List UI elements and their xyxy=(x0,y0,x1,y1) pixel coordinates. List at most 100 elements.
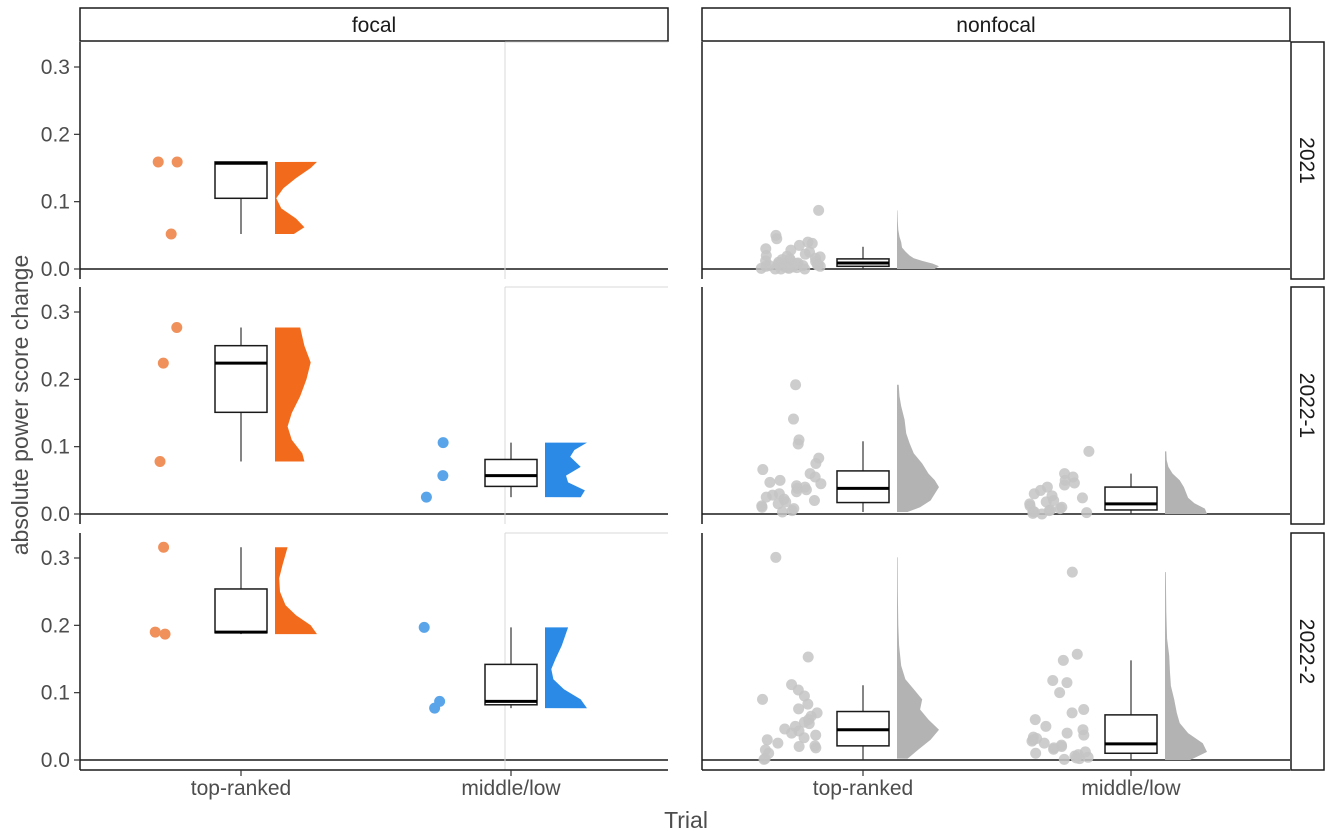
box-iqr xyxy=(214,344,268,414)
data-point xyxy=(771,233,783,245)
density-cloud xyxy=(275,547,317,635)
x-tick-label: top-ranked xyxy=(813,777,913,800)
data-point xyxy=(1081,507,1093,519)
data-point xyxy=(776,506,788,518)
data-point xyxy=(808,495,820,507)
data-point xyxy=(757,464,769,476)
data-point xyxy=(1038,737,1050,749)
data-point xyxy=(772,737,784,749)
data-point xyxy=(790,379,802,391)
data-point xyxy=(158,541,170,553)
data-point xyxy=(774,474,786,486)
data-point xyxy=(1029,714,1041,726)
data-point xyxy=(154,455,166,467)
data-point xyxy=(793,239,805,251)
data-point xyxy=(1083,445,1095,457)
data-point xyxy=(800,484,812,496)
density-cloud xyxy=(275,161,317,234)
data-point xyxy=(756,501,768,513)
data-point xyxy=(810,458,822,469)
data-point xyxy=(1054,503,1066,515)
data-point xyxy=(798,732,810,744)
data-point xyxy=(764,476,776,488)
data-point xyxy=(1054,687,1066,699)
y-tick-label: 0.0 xyxy=(41,749,70,772)
data-point xyxy=(1068,477,1080,489)
data-point xyxy=(1066,707,1078,719)
data-point xyxy=(814,260,826,272)
density-cloud xyxy=(897,384,939,512)
data-point xyxy=(802,698,814,710)
data-point xyxy=(1047,675,1059,687)
box-iqr xyxy=(1104,486,1158,511)
y-tick-label: 0.0 xyxy=(41,258,70,281)
data-point xyxy=(806,237,818,249)
data-point xyxy=(815,478,827,490)
data-point xyxy=(157,357,169,369)
data-point xyxy=(429,702,441,714)
data-point xyxy=(758,753,770,765)
y-tick-label: 0.2 xyxy=(41,614,70,637)
data-point xyxy=(1059,479,1071,491)
data-point xyxy=(1061,677,1073,689)
data-point xyxy=(159,628,171,640)
strip-row-2022-2-box xyxy=(1290,532,1325,771)
x-tick-label: middle/low xyxy=(461,777,561,800)
strip-label-row-2: 2022-2 xyxy=(1295,619,1318,684)
data-point xyxy=(755,262,767,274)
strip-label-nonfocal: nonfocal xyxy=(956,14,1035,37)
data-point xyxy=(799,248,811,260)
data-point xyxy=(1030,747,1042,759)
data-point xyxy=(1066,566,1078,578)
data-point xyxy=(761,734,773,746)
data-point xyxy=(787,413,799,425)
data-point xyxy=(1048,743,1060,755)
box-iqr xyxy=(1104,714,1158,755)
data-point xyxy=(1058,753,1070,765)
data-point xyxy=(1057,654,1069,666)
data-point xyxy=(757,693,769,705)
y-axis-title: absolute power score change xyxy=(7,255,33,555)
data-point xyxy=(1076,492,1088,504)
data-point xyxy=(437,470,449,482)
data-point xyxy=(791,486,803,498)
strip-label-row-0: 2021 xyxy=(1295,137,1318,184)
density-cloud xyxy=(897,557,939,759)
data-point xyxy=(772,498,784,510)
data-point xyxy=(813,204,825,216)
data-point xyxy=(1028,488,1040,500)
box-iqr xyxy=(836,470,890,504)
y-tick-label: 0.1 xyxy=(41,436,70,459)
strip-label-row-1: 2022-1 xyxy=(1295,373,1318,438)
data-point xyxy=(810,729,822,741)
strip-row-2021-box xyxy=(1290,41,1325,280)
data-point xyxy=(152,156,164,168)
data-point xyxy=(437,437,449,449)
density-cloud xyxy=(545,442,587,498)
data-point xyxy=(420,491,432,503)
data-point xyxy=(171,321,183,333)
data-point xyxy=(793,741,805,753)
x-tick-label: top-ranked xyxy=(191,777,291,800)
y-tick-label: 0.3 xyxy=(41,56,70,79)
strip-focal-box xyxy=(79,7,669,42)
data-point xyxy=(1078,729,1090,741)
strip-nonfocal-box xyxy=(701,7,1291,42)
data-point xyxy=(760,491,772,503)
strip-label-focal: focal xyxy=(352,14,396,37)
data-point xyxy=(802,651,814,663)
data-point xyxy=(171,156,183,168)
density-cloud xyxy=(275,327,311,462)
data-point xyxy=(770,551,782,563)
y-tick-label: 0.0 xyxy=(41,503,70,526)
box-iqr xyxy=(214,161,268,200)
density-cloud xyxy=(897,210,939,269)
data-point xyxy=(1082,751,1094,763)
y-tick-label: 0.2 xyxy=(41,368,70,391)
data-point xyxy=(786,505,798,517)
data-point xyxy=(786,727,798,739)
data-point xyxy=(418,621,430,633)
density-cloud xyxy=(1165,572,1207,760)
x-tick-label: middle/low xyxy=(1081,777,1181,800)
